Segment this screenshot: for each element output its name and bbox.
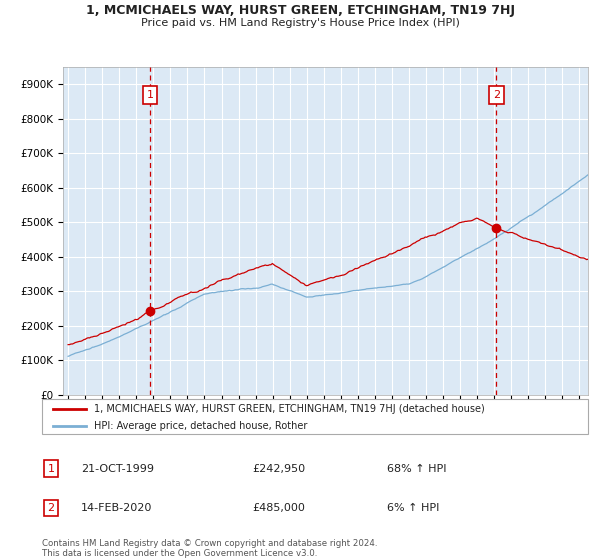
Text: 1, MCMICHAELS WAY, HURST GREEN, ETCHINGHAM, TN19 7HJ (detached house): 1, MCMICHAELS WAY, HURST GREEN, ETCHINGH… — [94, 404, 485, 414]
Text: 2: 2 — [47, 503, 55, 513]
Text: Contains HM Land Registry data © Crown copyright and database right 2024.
This d: Contains HM Land Registry data © Crown c… — [42, 539, 377, 558]
Text: 6% ↑ HPI: 6% ↑ HPI — [387, 503, 439, 513]
Text: 14-FEB-2020: 14-FEB-2020 — [81, 503, 152, 513]
Text: 1, MCMICHAELS WAY, HURST GREEN, ETCHINGHAM, TN19 7HJ: 1, MCMICHAELS WAY, HURST GREEN, ETCHINGH… — [86, 4, 515, 17]
Text: 1: 1 — [47, 464, 55, 474]
FancyBboxPatch shape — [42, 399, 588, 434]
Text: £485,000: £485,000 — [252, 503, 305, 513]
Text: 21-OCT-1999: 21-OCT-1999 — [81, 464, 154, 474]
Text: £242,950: £242,950 — [252, 464, 305, 474]
Text: HPI: Average price, detached house, Rother: HPI: Average price, detached house, Roth… — [94, 421, 307, 431]
Text: 1: 1 — [146, 90, 154, 100]
Text: 68% ↑ HPI: 68% ↑ HPI — [387, 464, 446, 474]
Text: Price paid vs. HM Land Registry's House Price Index (HPI): Price paid vs. HM Land Registry's House … — [140, 18, 460, 28]
Text: 2: 2 — [493, 90, 500, 100]
